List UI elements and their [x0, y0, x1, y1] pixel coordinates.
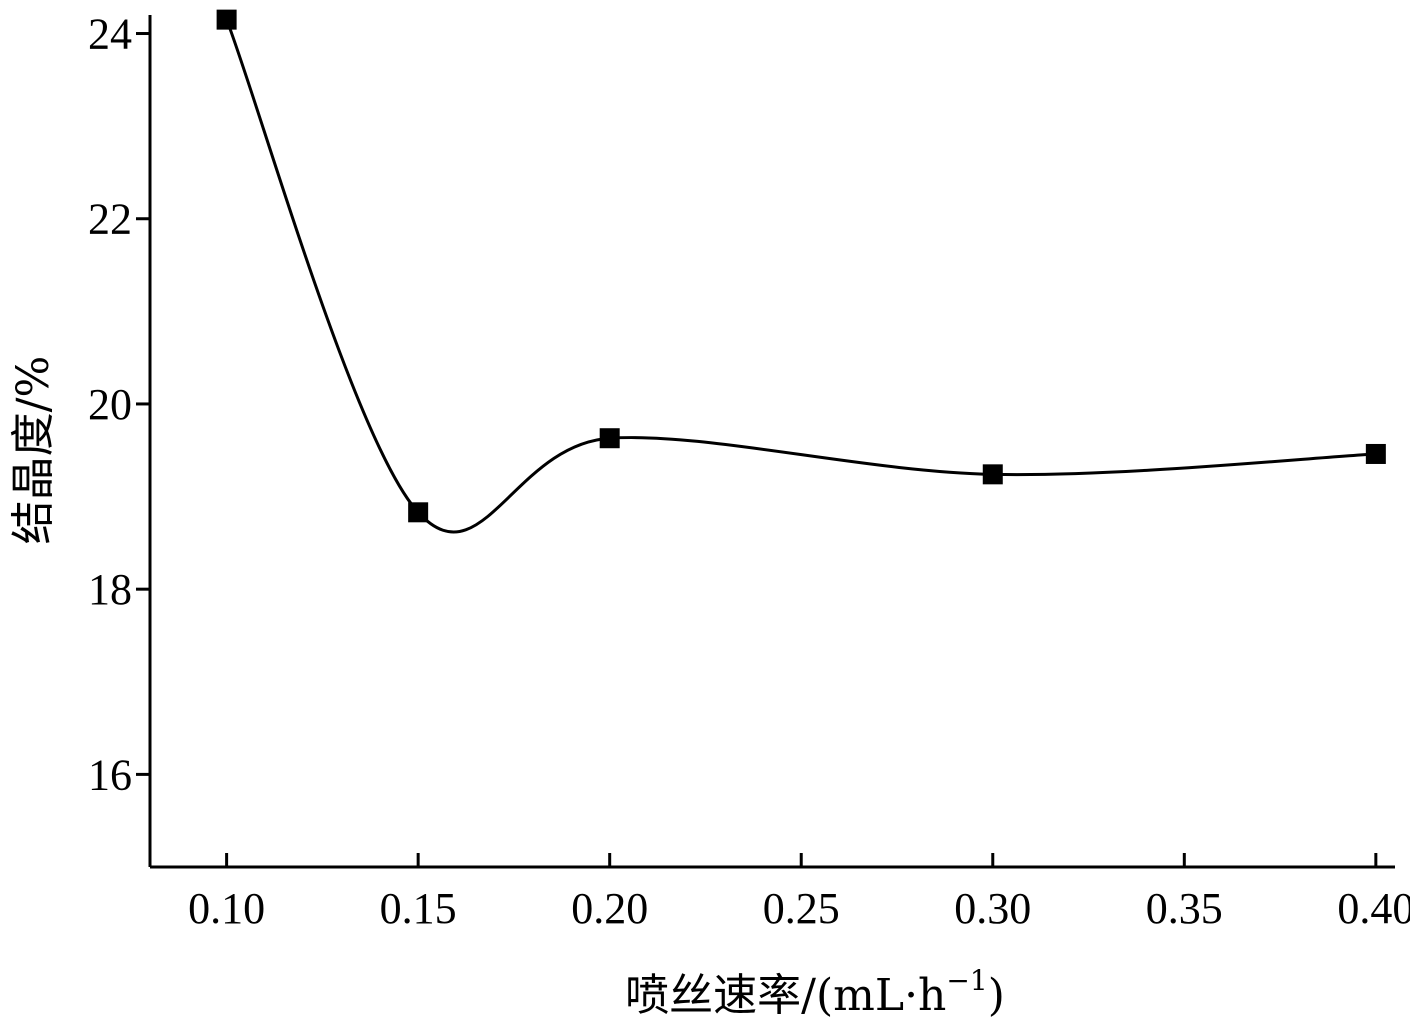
x-axis-title-superscript: −1 — [946, 964, 987, 997]
data-point-marker — [599, 428, 620, 449]
x-tick-label: 0.25 — [763, 884, 840, 933]
x-tick-label: 0.35 — [1146, 884, 1223, 933]
x-axis-title-close: ) — [988, 970, 1005, 1021]
x-axis-title-main: 喷丝速率/(mL·h — [625, 970, 946, 1021]
x-tick-label: 0.40 — [1337, 884, 1410, 933]
data-point-marker — [982, 464, 1003, 485]
y-tick-label: 18 — [88, 565, 132, 614]
data-point-marker — [1365, 443, 1386, 464]
y-tick-label: 24 — [88, 10, 132, 59]
y-tick-label: 22 — [88, 195, 132, 244]
x-tick-label: 0.20 — [571, 884, 648, 933]
x-tick-label: 0.15 — [380, 884, 457, 933]
data-point-marker — [216, 9, 237, 30]
y-tick-label: 16 — [88, 750, 132, 799]
y-axis-title: 结晶度/% — [8, 356, 59, 545]
y-tick-label: 20 — [88, 380, 132, 429]
x-tick-label: 0.30 — [954, 884, 1031, 933]
data-point-marker — [408, 502, 429, 523]
x-tick-label: 0.10 — [188, 884, 265, 933]
series-group — [216, 9, 1386, 534]
chart-axes: 16 18 20 22 24 0.10 0.15 0.20 0.25 0.30 0.35 0.40 — [88, 10, 1410, 933]
series-line — [225, 19, 1376, 534]
x-axis-title: 喷丝速率/(mL·h−1) — [625, 964, 1005, 1021]
